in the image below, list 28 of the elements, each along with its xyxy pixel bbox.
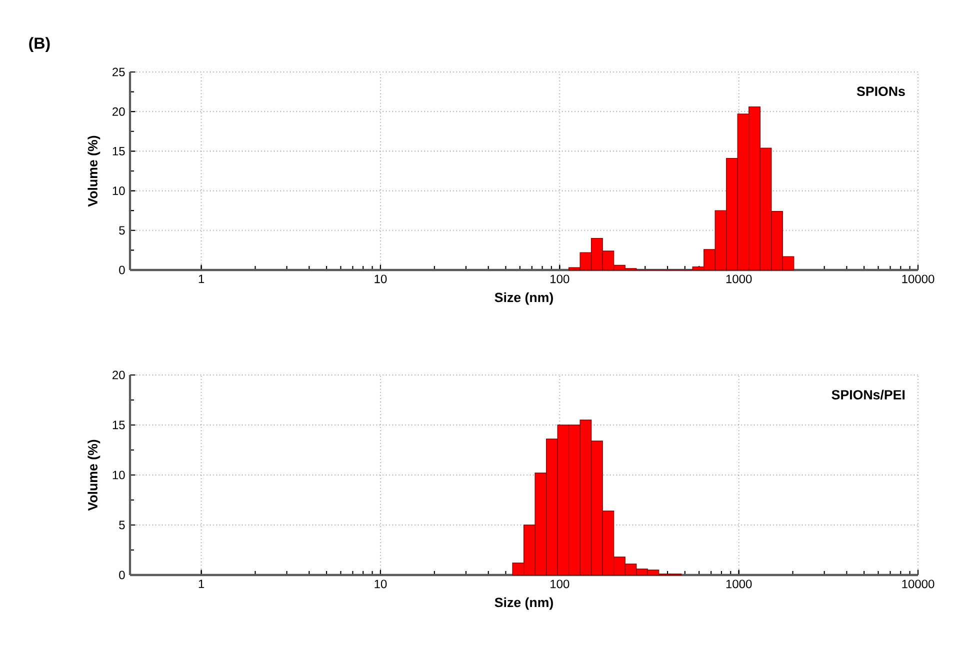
x-tick-label: 10 bbox=[374, 274, 387, 284]
y-tick-label: 10 bbox=[112, 470, 125, 480]
x-tick-label: 10000 bbox=[902, 580, 934, 588]
x-tick-label: 1000 bbox=[726, 580, 752, 588]
y-tick-label: 0 bbox=[119, 570, 125, 580]
chart-title: (B) bbox=[29, 37, 50, 52]
x-tick-label: 100 bbox=[550, 274, 570, 284]
y-tick-label: 15 bbox=[112, 147, 125, 156]
y-tick-label: 5 bbox=[119, 226, 125, 235]
x-axis-title: Size (nm) bbox=[494, 292, 553, 305]
x-tick-label: 1 bbox=[198, 580, 204, 588]
y-tick-label: 10 bbox=[112, 186, 125, 196]
y-tick-label: 15 bbox=[112, 420, 125, 430]
y-axis-title: Volume (%) bbox=[88, 136, 100, 207]
x-tick-label: 10000 bbox=[902, 274, 934, 284]
x-tick-label: 10 bbox=[374, 580, 387, 588]
y-tick-label: 0 bbox=[119, 266, 125, 274]
annotation: SPIONs bbox=[856, 86, 905, 96]
x-axis-title: Size (nm) bbox=[494, 597, 553, 610]
x-tick-label: 1000 bbox=[726, 274, 752, 284]
y-tick-label: 25 bbox=[112, 68, 125, 76]
y-tick-label: 20 bbox=[112, 107, 125, 116]
y-tick-label: 20 bbox=[112, 370, 125, 380]
y-tick-label: 5 bbox=[119, 520, 125, 530]
y-axis-title: Volume (%) bbox=[88, 440, 100, 511]
annotation: SPIONs/PEI bbox=[832, 390, 905, 400]
x-tick-label: 100 bbox=[550, 580, 570, 588]
x-tick-label: 1 bbox=[198, 274, 204, 283]
